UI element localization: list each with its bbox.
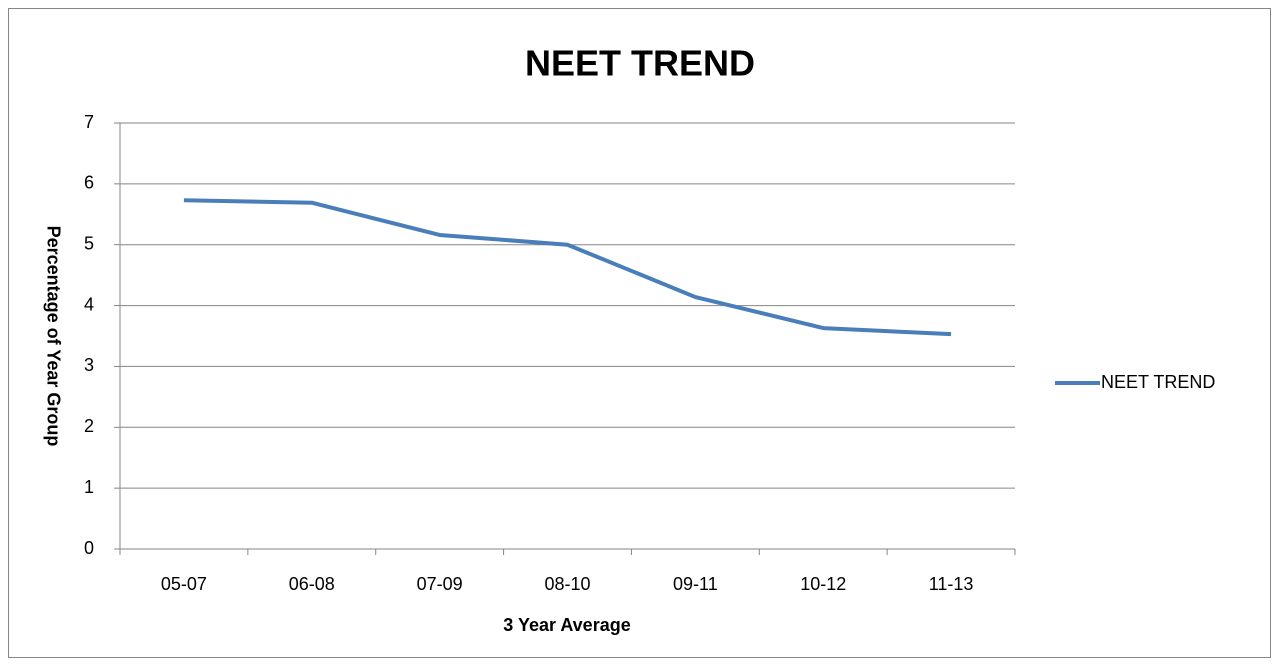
x-tick-label: 11-13: [929, 574, 974, 594]
y-tick-label: 2: [84, 416, 94, 436]
x-tick-label: 07-09: [417, 574, 463, 594]
x-tick-label: 10-12: [800, 574, 846, 594]
y-axis-label: Percentage of Year Group: [43, 226, 63, 447]
x-tick-label: 08-10: [544, 574, 590, 594]
y-tick-label: 0: [84, 538, 94, 558]
y-tick-label: 6: [84, 173, 94, 193]
chart-title: NEET TREND: [525, 43, 755, 84]
y-tick-label: 7: [84, 112, 94, 132]
x-tick-label: 06-08: [289, 574, 335, 594]
x-tick-label: 05-07: [161, 574, 207, 594]
line-series: [183, 198, 952, 337]
x-tick-label: 09-11: [673, 574, 718, 594]
y-tick-label: 1: [84, 477, 94, 497]
y-tick-label: 4: [84, 294, 94, 314]
x-axis-label: 3 Year Average: [503, 615, 630, 635]
y-tick-label: 3: [84, 355, 94, 375]
chart-border: [8, 8, 1271, 658]
legend-label: NEET TREND: [1101, 372, 1215, 392]
y-tick-label: 5: [84, 233, 94, 253]
